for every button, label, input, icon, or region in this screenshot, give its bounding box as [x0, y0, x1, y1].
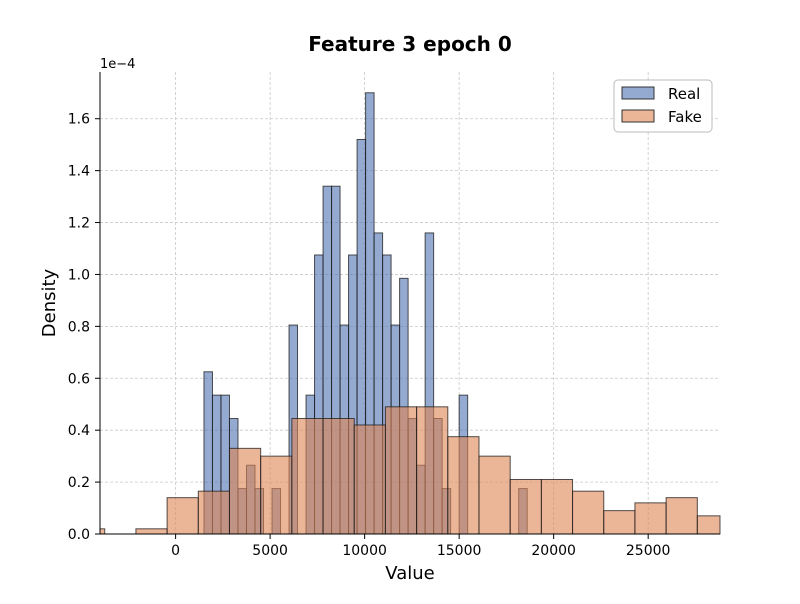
- x-tick-label: 5000: [252, 543, 288, 559]
- fake-bar: [603, 510, 636, 535]
- legend-label-real: Real: [668, 85, 700, 103]
- x-axis-label: Value: [385, 563, 434, 584]
- x-tick-label: 25000: [626, 543, 671, 559]
- legend-swatch-fake: [621, 109, 655, 123]
- fake-bar: [291, 418, 324, 535]
- fake-bar: [540, 478, 574, 535]
- fake-bar: [665, 497, 698, 535]
- fake-bar: [447, 436, 480, 535]
- y-tick-label: 0.8: [68, 319, 90, 335]
- x-tick-label: 0: [171, 543, 180, 559]
- fake-bar: [353, 424, 386, 535]
- y-tick-label: 0.0: [68, 527, 90, 543]
- y-tick-label: 0.2: [68, 475, 90, 491]
- fake-bar: [509, 478, 542, 535]
- axes: [99, 72, 720, 535]
- y-tick-label: 1.2: [68, 216, 90, 232]
- fake-bar: [478, 455, 511, 535]
- legend-label-fake: Fake: [668, 108, 702, 126]
- fake-bar: [416, 406, 449, 535]
- y-tick-label: 1.0: [68, 267, 90, 283]
- x-tick-label: 10000: [342, 543, 387, 559]
- y-axis-label: Density: [39, 268, 60, 337]
- y-tick-label: 1.4: [68, 164, 90, 180]
- y-tick-label: 0.4: [68, 423, 90, 439]
- fake-bar: [166, 497, 199, 535]
- y-scale-label: 1e−4: [100, 57, 135, 72]
- y-ticks: 0.0 0.2 0.4 0.6 0.8 1.0 1.2 1.4 1.6: [68, 112, 100, 543]
- x-ticks: 0 5000 10000 15000 20000 25000: [171, 534, 670, 559]
- fake-bar: [99, 528, 106, 535]
- fake-bar: [384, 406, 418, 535]
- fake-series-bars: [99, 406, 721, 535]
- fake-bar: [634, 502, 667, 535]
- legend-swatch-real: [621, 86, 655, 100]
- fake-bar: [260, 455, 293, 535]
- x-tick-label: 15000: [437, 543, 482, 559]
- y-tick-label: 1.6: [68, 112, 90, 128]
- x-tick-label: 20000: [531, 543, 576, 559]
- fake-bar: [228, 447, 262, 535]
- fake-bar: [696, 515, 721, 535]
- fake-bar: [322, 418, 355, 535]
- chart-title: Feature 3 epoch 0: [308, 32, 512, 56]
- fake-bar: [135, 528, 168, 535]
- y-tick-label: 0.6: [68, 371, 90, 387]
- legend: Real Fake: [613, 79, 713, 133]
- fake-bar: [197, 490, 230, 535]
- fake-bar: [572, 490, 605, 535]
